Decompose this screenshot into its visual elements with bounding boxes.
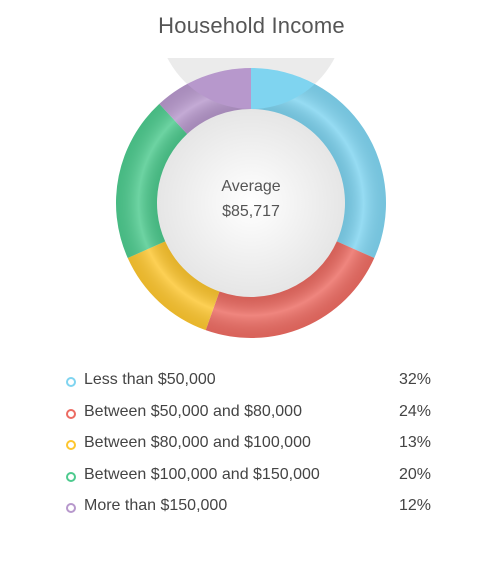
- center-label: Average: [221, 178, 281, 195]
- legend-value: 32%: [398, 371, 431, 388]
- legend-marker-icon: [66, 408, 76, 419]
- legend-label: Between $50,000 and $80,000: [84, 402, 302, 420]
- legend-label: Between $100,000 and $150,000: [84, 465, 320, 483]
- legend-value: 24%: [398, 402, 431, 420]
- legend-item[interactable]: More than $150,000 12%: [63, 497, 443, 529]
- legend-marker-icon: [66, 440, 76, 450]
- legend: Less than $50,000 32% Between $50,000 an…: [63, 371, 443, 529]
- legend-item[interactable]: Between $80,000 and $100,000 13%: [63, 434, 443, 466]
- legend-marker-icon: [66, 471, 76, 482]
- legend-label: More than $150,000: [84, 497, 228, 514]
- legend-marker-icon: [66, 377, 76, 387]
- legend-label: Between $80,000 and $100,000: [84, 434, 311, 451]
- legend-item[interactable]: Between $50,000 and $80,000 24%: [63, 403, 443, 435]
- donut-slice[interactable]: [205, 241, 375, 338]
- legend-label: Less than $50,000: [84, 371, 216, 388]
- center-value: $85,717: [222, 203, 280, 220]
- legend-marker-icon: [66, 503, 76, 513]
- legend-item[interactable]: Less than $50,000 32%: [63, 371, 443, 403]
- legend-item[interactable]: Between $100,000 and $150,000 20%: [63, 466, 443, 498]
- donut-slice[interactable]: [127, 241, 220, 331]
- legend-value: 13%: [398, 434, 431, 451]
- chart-title: Household Income: [158, 13, 345, 38]
- legend-value: 12%: [398, 497, 431, 514]
- donut-slice[interactable]: [251, 68, 386, 259]
- legend-value: 20%: [398, 465, 431, 483]
